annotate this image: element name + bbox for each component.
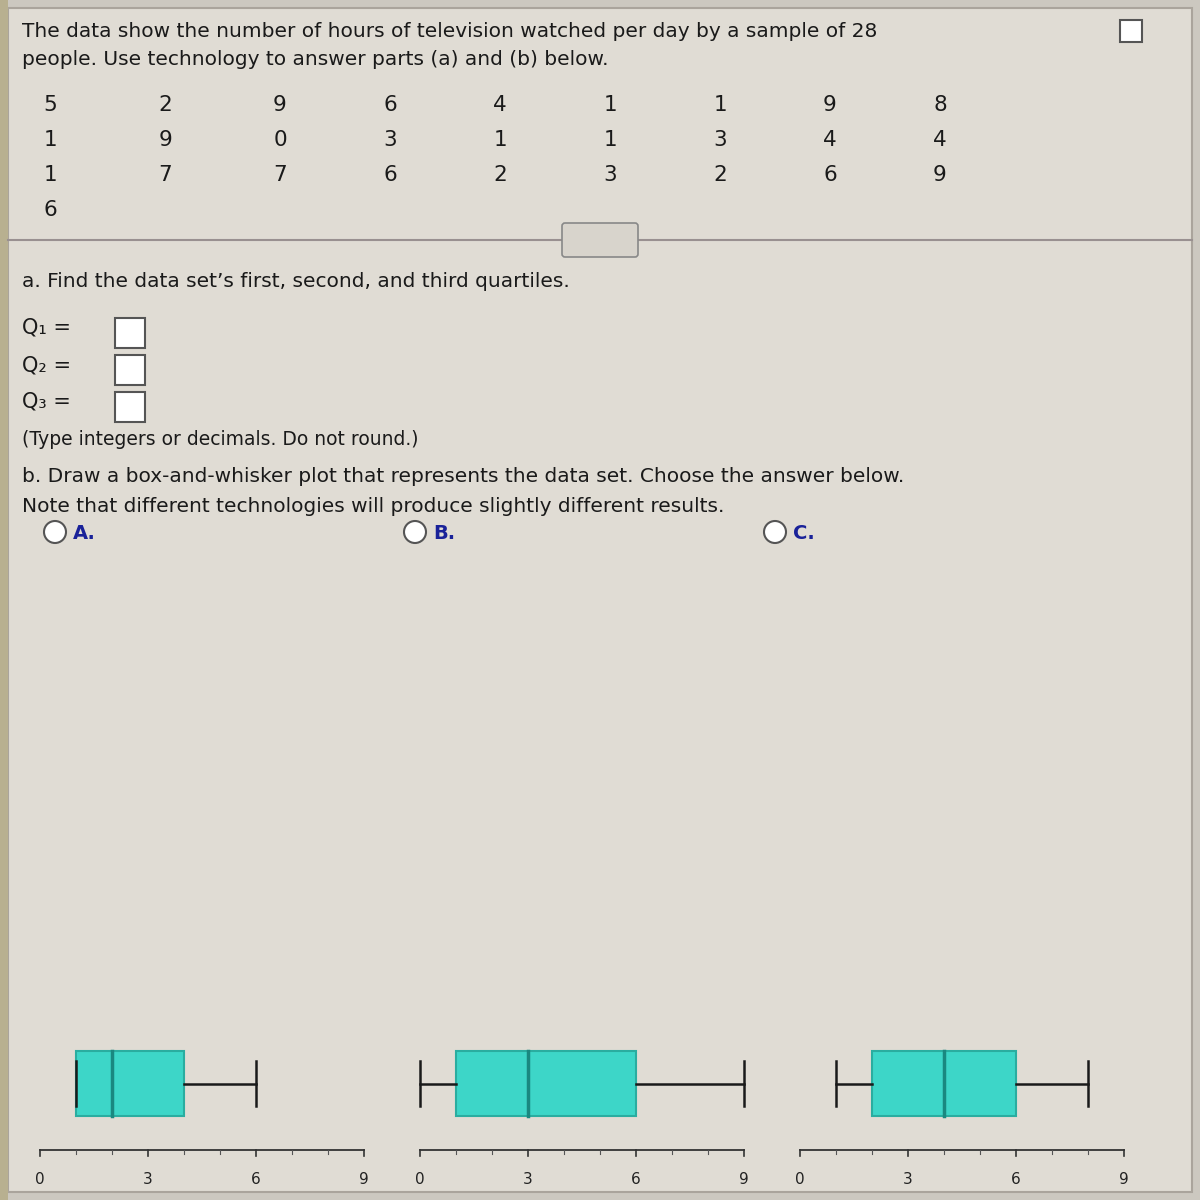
- Text: C.: C.: [793, 524, 815, 542]
- Text: 4: 4: [493, 95, 506, 115]
- Text: 8: 8: [934, 95, 947, 115]
- Circle shape: [404, 521, 426, 542]
- Text: 9: 9: [1120, 1172, 1129, 1187]
- FancyBboxPatch shape: [562, 223, 638, 257]
- Text: 9: 9: [739, 1172, 749, 1187]
- Bar: [115, 355, 145, 385]
- Text: people. Use technology to answer parts (a) and (b) below.: people. Use technology to answer parts (…: [22, 50, 608, 68]
- Text: B.: B.: [433, 524, 455, 542]
- Text: 0: 0: [274, 130, 287, 150]
- Text: 1: 1: [493, 130, 506, 150]
- Text: A.: A.: [73, 524, 96, 542]
- Text: 3: 3: [713, 130, 727, 150]
- Text: Note that different technologies will produce slightly different results.: Note that different technologies will pr…: [22, 497, 725, 516]
- Text: 4: 4: [823, 130, 836, 150]
- Text: 9: 9: [823, 95, 836, 115]
- Text: 9: 9: [934, 164, 947, 185]
- Bar: [115, 392, 145, 422]
- Text: b. Draw a box-and-whisker plot that represents the data set. Choose the answer b: b. Draw a box-and-whisker plot that repr…: [22, 467, 905, 486]
- Circle shape: [44, 521, 66, 542]
- Text: 6: 6: [631, 1172, 641, 1187]
- Text: 6: 6: [823, 164, 836, 185]
- Text: 1: 1: [43, 130, 56, 150]
- Text: 1: 1: [43, 164, 56, 185]
- Text: 6: 6: [383, 95, 397, 115]
- Text: 2: 2: [713, 164, 727, 185]
- Text: (Type integers or decimals. Do not round.): (Type integers or decimals. Do not round…: [22, 430, 419, 449]
- Text: 1: 1: [604, 95, 617, 115]
- Text: 5: 5: [43, 95, 56, 115]
- Text: 3: 3: [383, 130, 397, 150]
- Text: 7: 7: [274, 164, 287, 185]
- Bar: [76, 1051, 184, 1116]
- Text: 3: 3: [904, 1172, 913, 1187]
- Text: Q₃ =: Q₃ =: [22, 392, 71, 412]
- Bar: [0, 0, 8, 1200]
- Bar: [872, 1051, 1016, 1116]
- Text: 2: 2: [158, 95, 172, 115]
- Text: • • •: • • •: [587, 230, 613, 240]
- Bar: [456, 1051, 636, 1116]
- Text: 6: 6: [1012, 1172, 1021, 1187]
- Text: 1: 1: [604, 130, 617, 150]
- Text: 9: 9: [359, 1172, 368, 1187]
- Text: 3: 3: [143, 1172, 152, 1187]
- Text: 0: 0: [796, 1172, 805, 1187]
- Text: 6: 6: [383, 164, 397, 185]
- Text: Q₁ =: Q₁ =: [22, 318, 71, 338]
- Text: 9: 9: [274, 95, 287, 115]
- Text: Q₂ =: Q₂ =: [22, 355, 71, 374]
- Text: 0: 0: [415, 1172, 425, 1187]
- Bar: [115, 318, 145, 348]
- Text: 2: 2: [493, 164, 506, 185]
- Circle shape: [764, 521, 786, 542]
- Text: 1: 1: [713, 95, 727, 115]
- Text: 9: 9: [158, 130, 172, 150]
- Text: a. Find the data set’s first, second, and third quartiles.: a. Find the data set’s first, second, an…: [22, 272, 570, 290]
- Text: 7: 7: [158, 164, 172, 185]
- Text: 4: 4: [934, 130, 947, 150]
- Text: 6: 6: [251, 1172, 260, 1187]
- Text: 0: 0: [35, 1172, 44, 1187]
- Text: 6: 6: [43, 200, 56, 220]
- Text: 3: 3: [523, 1172, 533, 1187]
- Text: The data show the number of hours of television watched per day by a sample of 2: The data show the number of hours of tel…: [22, 22, 877, 41]
- Bar: [1120, 20, 1142, 42]
- Text: 3: 3: [604, 164, 617, 185]
